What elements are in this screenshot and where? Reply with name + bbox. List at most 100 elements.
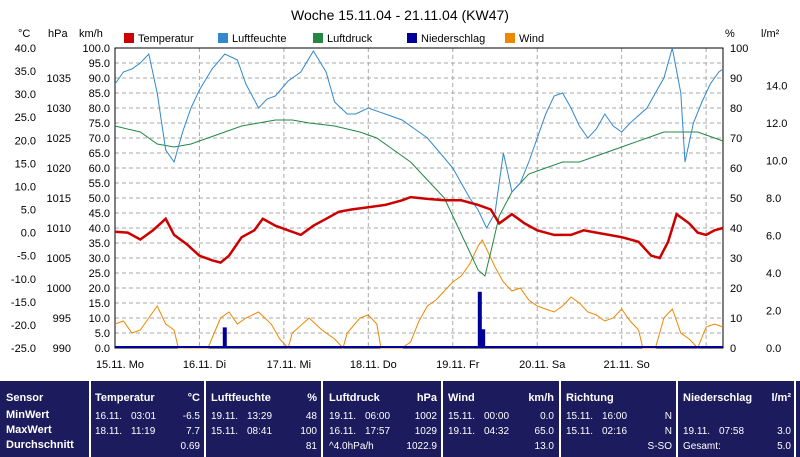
richtung-min-time: 16:00 — [602, 411, 628, 422]
niederschlag-total-value: 5.0 — [777, 441, 791, 452]
x-tick-label: 18.11. Do — [350, 359, 397, 371]
temperature-tick-label: 35.0 — [15, 66, 36, 78]
temperature-tick-label: 5.0 — [21, 205, 36, 217]
niederschlag-header: Niederschlag — [683, 392, 753, 404]
x-tick-label: 19.11. Fr — [436, 359, 480, 371]
temperature-tick-label: 40.0 — [15, 43, 36, 55]
precipitation-bar — [481, 329, 486, 348]
luftfeuchte-header: Luftfeuchte — [211, 392, 271, 404]
legend: Temperatur Luftfeuchte Luftdruck Niederschl… — [124, 33, 544, 45]
x-tick-label: 16.11. Di — [183, 359, 226, 371]
wind-max-value: 65.0 — [534, 426, 554, 437]
wind-min-date: 15.11. — [448, 411, 476, 422]
wind-tick-label: 15.0 — [89, 298, 110, 310]
sensor-header: Sensor — [6, 392, 44, 404]
pressure-tick-label: 1010 — [47, 223, 71, 235]
luftfeuchte-min-time: 13:29 — [247, 411, 273, 422]
legend-label: Luftdruck — [327, 33, 373, 45]
luftdruck-min-time: 06:00 — [365, 411, 391, 422]
precipitation-tick-label: 10.0 — [766, 156, 787, 168]
legend-swatch — [407, 33, 417, 43]
row-label-min: MinWert — [6, 409, 50, 421]
temperatur-min-time: 03:01 — [131, 411, 157, 422]
axis-tick-labels: 40.0 35.0 30.0 25.0 20.0 15.0 10.0 5.0 0.0 -5.0 -1… — [11, 43, 788, 371]
wind-tick-label: 70.0 — [89, 133, 110, 145]
richtung-min-date: 15.11. — [566, 411, 594, 422]
column-separator — [89, 381, 91, 457]
wind-tick-label: 95.0 — [89, 58, 110, 70]
chart-title: Woche 15.11.04 - 21.11.04 (KW47) — [291, 7, 509, 23]
humidity-tick-label: 90 — [730, 73, 742, 85]
statistics-table: Sensor MinWert MaxWert Durchschnitt Temp… — [0, 381, 800, 457]
wind-tick-label: 85.0 — [89, 88, 110, 100]
temperatur-max-time: 11:19 — [131, 426, 156, 437]
humidity-tick-label: 40 — [730, 223, 742, 235]
pressure-tick-label: 1020 — [47, 163, 71, 175]
row-label-avg: Durchschnitt — [6, 439, 74, 451]
humidity-tick-label: 10 — [730, 313, 742, 325]
wind-tick-label: 55.0 — [89, 178, 110, 190]
niederschlag-unit: l/m² — [771, 392, 791, 404]
pressure-tick-label: 990 — [53, 343, 71, 355]
wind-avg-value: 13.0 — [534, 441, 554, 452]
luftfeuchte-max-time: 08:41 — [247, 426, 273, 437]
temperatur-min-date: 16.11. — [95, 411, 123, 422]
column-separator — [321, 381, 323, 457]
x-tick-label: 15.11. Mo — [96, 359, 144, 371]
temperature-tick-label: -20.0 — [11, 320, 36, 332]
legend-swatch — [218, 33, 228, 43]
legend-swatch — [313, 33, 323, 43]
legend-label: Luftfeuchte — [232, 33, 286, 45]
wind-max-date: 19.11. — [448, 426, 476, 437]
precipitation-tick-label: 12.0 — [766, 118, 787, 130]
series-line-luftfeuchte — [114, 47, 724, 230]
richtung-header: Richtung — [566, 392, 614, 404]
humidity-tick-label: 70 — [730, 133, 742, 145]
temperatur-header: Temperatur — [95, 392, 155, 404]
humidity-tick-label: 50 — [730, 193, 742, 205]
wind-tick-label: 20.0 — [89, 283, 110, 295]
wind-tick-label: 60.0 — [89, 163, 110, 175]
luftdruck-min-value: 1002 — [414, 411, 437, 422]
luftfeuchte-unit: % — [307, 392, 317, 404]
pressure-tick-label: 1025 — [47, 133, 71, 145]
richtung-avg-value: S-SO — [647, 441, 672, 452]
luftdruck-unit: hPa — [416, 392, 437, 404]
precipitation-tick-label: 2.0 — [766, 306, 781, 318]
wind-tick-label: 5.0 — [95, 328, 110, 340]
niederschlag-max-date: 19.11. — [683, 426, 711, 437]
wind-tick-label: 50.0 — [89, 193, 110, 205]
wind-tick-label: 10.0 — [89, 313, 110, 325]
temperature-tick-label: 15.0 — [15, 158, 36, 170]
luftfeuchte-min-value: 48 — [305, 411, 317, 422]
precipitation-bar — [222, 327, 227, 348]
unit-label: km/h — [79, 28, 103, 40]
pressure-tick-label: 1005 — [47, 253, 71, 265]
axis-units: °C hPa km/h% l/m² — [18, 28, 780, 40]
precipitation-tick-label: 0.0 — [766, 343, 781, 355]
pressure-tick-label: 1015 — [47, 193, 71, 205]
richtung-min-value: N — [664, 411, 672, 422]
pressure-tick-label: 1000 — [47, 283, 71, 295]
wind-max-time: 04:32 — [484, 426, 510, 437]
niederschlag-max-time: 07:58 — [719, 426, 745, 437]
temperature-tick-label: 30.0 — [15, 89, 36, 101]
pressure-tick-label: 1035 — [47, 73, 71, 85]
temperature-tick-label: -15.0 — [11, 297, 36, 309]
humidity-tick-label: 0 — [730, 343, 736, 355]
wind-min-value: 0.0 — [540, 411, 554, 422]
wind-unit: km/h — [528, 392, 554, 404]
legend-swatch — [124, 33, 134, 43]
luftfeuchte-max-date: 15.11. — [211, 426, 239, 437]
temperature-tick-label: 20.0 — [15, 135, 36, 147]
temperatur-min-value: -6.5 — [182, 411, 200, 422]
precipitation-tick-label: 8.0 — [766, 193, 781, 205]
wind-tick-label: 25.0 — [89, 268, 110, 280]
series-line-temperatur — [114, 195, 724, 264]
unit-label: % — [725, 28, 735, 40]
temperature-tick-label: -25.0 — [11, 343, 36, 355]
column-separator — [441, 381, 443, 457]
series-line-luftdruck — [114, 119, 724, 277]
richtung-max-date: 15.11. — [566, 426, 594, 437]
wind-tick-label: 40.0 — [89, 223, 110, 235]
